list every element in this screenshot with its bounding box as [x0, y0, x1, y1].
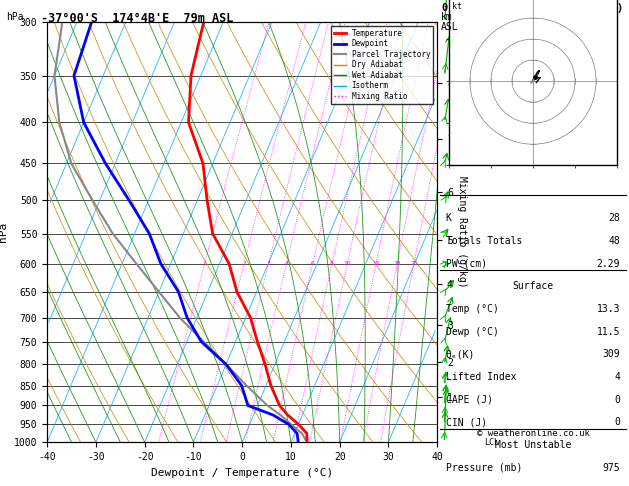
Legend: Temperature, Dewpoint, Parcel Trajectory, Dry Adiabat, Wet Adiabat, Isotherm, Mi: Temperature, Dewpoint, Parcel Trajectory… [331, 26, 433, 104]
Text: LCL: LCL [484, 438, 499, 447]
Y-axis label: hPa: hPa [0, 222, 8, 242]
Text: -37°00'S  174°4B'E  79m ASL: -37°00'S 174°4B'E 79m ASL [41, 12, 233, 25]
Text: 05.05.2024  12GMT  (Base: 06): 05.05.2024 12GMT (Base: 06) [442, 3, 623, 14]
Text: 309: 309 [603, 349, 620, 359]
Text: 2.29: 2.29 [597, 259, 620, 269]
Text: 11.5: 11.5 [597, 327, 620, 337]
Text: 8: 8 [330, 261, 334, 266]
Text: 4: 4 [284, 261, 288, 266]
Text: 13.3: 13.3 [597, 304, 620, 314]
Text: 28: 28 [608, 213, 620, 223]
Text: Dewp (°C): Dewp (°C) [446, 327, 499, 337]
Text: Lifted Index: Lifted Index [446, 372, 516, 382]
X-axis label: Dewpoint / Temperature (°C): Dewpoint / Temperature (°C) [151, 468, 333, 478]
Text: ASL: ASL [440, 22, 458, 32]
Text: CIN (J): CIN (J) [446, 417, 487, 428]
Text: hPa: hPa [6, 12, 24, 22]
Text: Surface: Surface [513, 281, 554, 291]
Text: 25: 25 [410, 261, 418, 266]
Text: 48: 48 [608, 236, 620, 246]
Text: km: km [440, 12, 452, 22]
Text: Temp (°C): Temp (°C) [446, 304, 499, 314]
Text: 20: 20 [393, 261, 401, 266]
Text: Pressure (mb): Pressure (mb) [446, 463, 522, 473]
Text: © weatheronline.co.uk: © weatheronline.co.uk [477, 429, 589, 438]
Text: CAPE (J): CAPE (J) [446, 395, 493, 405]
Text: kt: kt [452, 2, 462, 11]
Text: Most Unstable: Most Unstable [495, 440, 571, 450]
Text: 0: 0 [615, 395, 620, 405]
Text: 0: 0 [615, 417, 620, 428]
Text: PW (cm): PW (cm) [446, 259, 487, 269]
Text: 2: 2 [242, 261, 246, 266]
Text: 6: 6 [311, 261, 314, 266]
Text: 975: 975 [603, 463, 620, 473]
Text: 4: 4 [615, 372, 620, 382]
Text: K: K [446, 213, 452, 223]
Y-axis label: Mixing Ratio (g/kg): Mixing Ratio (g/kg) [457, 176, 467, 288]
Text: 1: 1 [203, 261, 206, 266]
Text: 10: 10 [343, 261, 351, 266]
Text: 15: 15 [372, 261, 380, 266]
Text: 3: 3 [267, 261, 270, 266]
Text: Totals Totals: Totals Totals [446, 236, 522, 246]
Text: θₑ(K): θₑ(K) [446, 349, 475, 359]
